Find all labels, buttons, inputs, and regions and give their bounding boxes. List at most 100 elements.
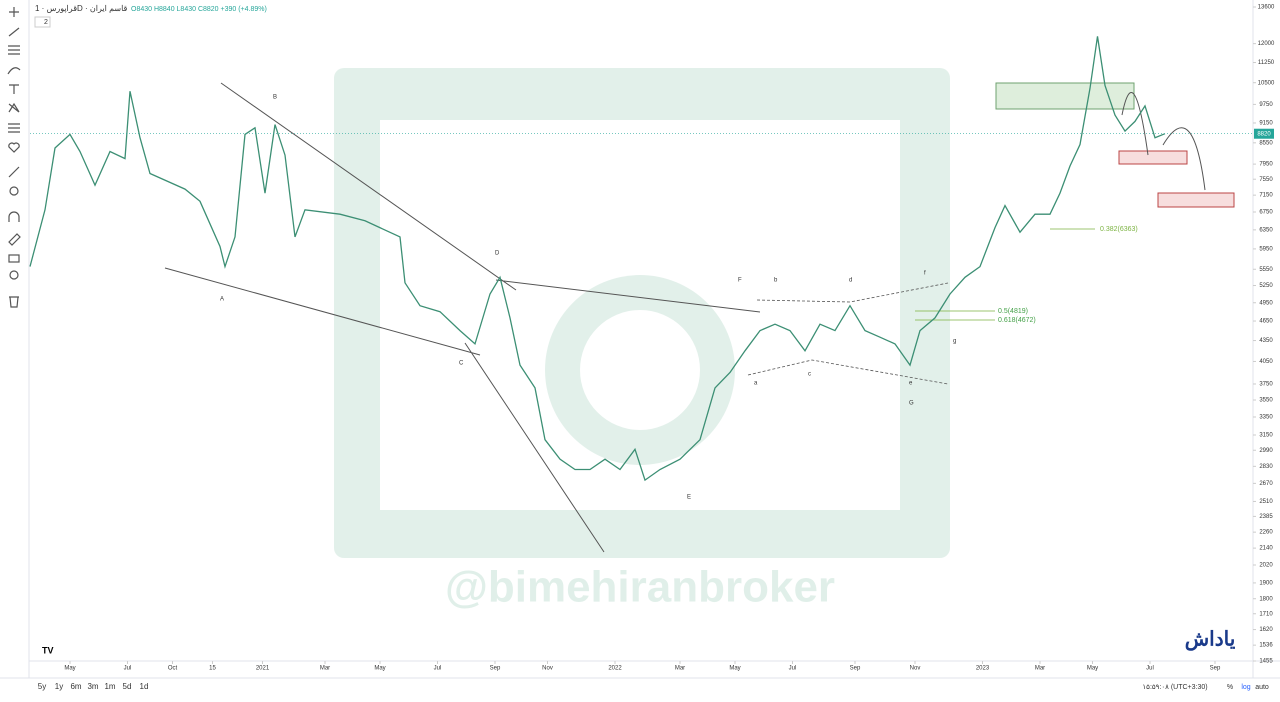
- price-line: [29, 36, 1166, 482]
- clock: ۱۵:۵۹:۰۸ (UTC+3:30): [1142, 684, 1207, 691]
- y-tick-label: 2510: [1259, 499, 1273, 505]
- watermark-logo: [334, 68, 950, 558]
- x-tick-label: Sep: [490, 666, 501, 672]
- fib-label: 0.618(4672): [998, 317, 1036, 324]
- y-tick-label: 6750: [1259, 210, 1273, 216]
- axis-option[interactable]: auto: [1255, 684, 1269, 691]
- wave-label: B: [273, 95, 277, 101]
- y-tick-label: 5250: [1259, 283, 1273, 289]
- y-tick-label: 9150: [1259, 121, 1273, 127]
- y-tick-label: 2670: [1259, 481, 1273, 487]
- y-tick-label: 3350: [1259, 415, 1273, 421]
- wave-label: a: [754, 381, 758, 387]
- x-tick-label: Jul: [124, 666, 132, 672]
- y-tick-label: 1620: [1259, 627, 1273, 633]
- x-tick-label: May: [374, 666, 385, 672]
- y-tick-label: 2830: [1259, 464, 1273, 470]
- range-button[interactable]: 1d: [140, 682, 149, 691]
- axis-option[interactable]: log: [1241, 684, 1250, 691]
- y-tick-label: 3150: [1259, 433, 1273, 439]
- x-tick-label: Jul: [434, 666, 442, 672]
- x-tick-label: 2022: [608, 666, 622, 672]
- y-tick-label: 13600: [1258, 5, 1275, 11]
- range-button[interactable]: 1y: [55, 682, 63, 691]
- wave-labels: A B C D E F G a b c d e f g: [220, 95, 956, 501]
- x-tick-label: 15: [209, 666, 216, 672]
- last-price-label: 8820: [1257, 131, 1271, 137]
- y-tick-label: 1536: [1259, 643, 1273, 649]
- axis-option[interactable]: %: [1227, 684, 1233, 691]
- wave-label: E: [687, 495, 691, 501]
- fib-label: 0.5(4819): [998, 308, 1028, 315]
- last-price-tag: [1254, 128, 1274, 139]
- range-button[interactable]: 6m: [70, 682, 81, 691]
- wave-label: g: [953, 339, 956, 345]
- x-tick-label: Oct: [168, 666, 178, 672]
- fib-line: [915, 228, 1095, 321]
- fib-label: 0.382(6363): [1100, 226, 1138, 233]
- count-box[interactable]: [34, 16, 51, 28]
- logo: یاداش: [1185, 628, 1236, 651]
- wave-label: d: [849, 278, 852, 284]
- range-button[interactable]: 1m: [104, 682, 115, 691]
- x-tick-label: Mar: [675, 666, 685, 672]
- x-tick-label: Jul: [789, 666, 797, 672]
- projection: [1121, 92, 1206, 191]
- x-tick-label: May: [64, 666, 75, 672]
- zone: [995, 82, 1135, 110]
- y-tick-label: 7950: [1259, 162, 1273, 168]
- x-tick-label: Sep: [1210, 666, 1221, 672]
- trend-line: [164, 82, 761, 553]
- triangle: [747, 282, 949, 385]
- x-tick-label: May: [729, 666, 740, 672]
- x-tick-label: Nov: [910, 666, 921, 672]
- tool-icons[interactable]: [7, 7, 21, 308]
- y-tick-label: 6350: [1259, 227, 1273, 233]
- wave-label: G: [909, 401, 914, 407]
- y-tick-label: 3550: [1259, 398, 1273, 404]
- range-button[interactable]: 5y: [38, 682, 46, 691]
- y-tick-label: 5950: [1259, 246, 1273, 252]
- wave-label: A: [220, 297, 224, 303]
- zone: [1157, 192, 1235, 208]
- x-tick-label: Mar: [1035, 666, 1045, 672]
- x-tick-label: Jul: [1146, 666, 1154, 672]
- wave-label: F: [738, 278, 742, 284]
- wave-label: D: [495, 251, 500, 257]
- y-tick-label: 2990: [1259, 448, 1273, 454]
- wave-label: C: [459, 361, 464, 367]
- x-tick-label: Nov: [542, 666, 553, 672]
- x-tick-label: Sep: [850, 666, 861, 672]
- y-tick-label: 4350: [1259, 338, 1273, 344]
- x-tick-label: May: [1087, 666, 1098, 672]
- x-tick-label: Mar: [320, 666, 330, 672]
- y-tick-label: 2020: [1259, 563, 1273, 569]
- y-tick-label: 1455: [1259, 659, 1273, 665]
- x-tick-label: 2023: [976, 666, 990, 672]
- x-tick-label: 2021: [256, 666, 270, 672]
- y-tick-label: 8550: [1259, 140, 1273, 146]
- y-tick-label: 4050: [1259, 359, 1273, 365]
- y-tick-label: 12000: [1258, 41, 1275, 47]
- y-tick-label: 5550: [1259, 267, 1273, 273]
- y-tick-label: 1800: [1259, 596, 1273, 602]
- range-button[interactable]: 5d: [123, 682, 132, 691]
- zone: [1118, 150, 1188, 165]
- watermark: @bimehiranbroker: [445, 563, 835, 612]
- wave-label: e: [909, 381, 913, 387]
- y-tick-label: 1710: [1259, 611, 1273, 617]
- range-button[interactable]: 3m: [87, 682, 98, 691]
- ohlc: O8430 H8840 L8430 C8820 +390 (+4.89%): [131, 6, 267, 13]
- y-tick-label: 2385: [1259, 514, 1273, 520]
- wave-label: f: [924, 271, 926, 277]
- y-tick-label: 7550: [1259, 177, 1273, 183]
- wave-label: b: [774, 278, 778, 284]
- y-tick-label: 4950: [1259, 300, 1273, 306]
- y-tick-label: 2140: [1259, 546, 1273, 552]
- y-tick-label: 11250: [1258, 60, 1275, 66]
- symbol: قراپورس · 1D · قاسم ایران: [35, 4, 128, 13]
- y-tick-label: 9750: [1259, 102, 1273, 108]
- y-tick-label: 1900: [1259, 580, 1273, 586]
- y-tick-label: 4650: [1259, 319, 1273, 325]
- y-tick-label: 2260: [1259, 530, 1273, 536]
